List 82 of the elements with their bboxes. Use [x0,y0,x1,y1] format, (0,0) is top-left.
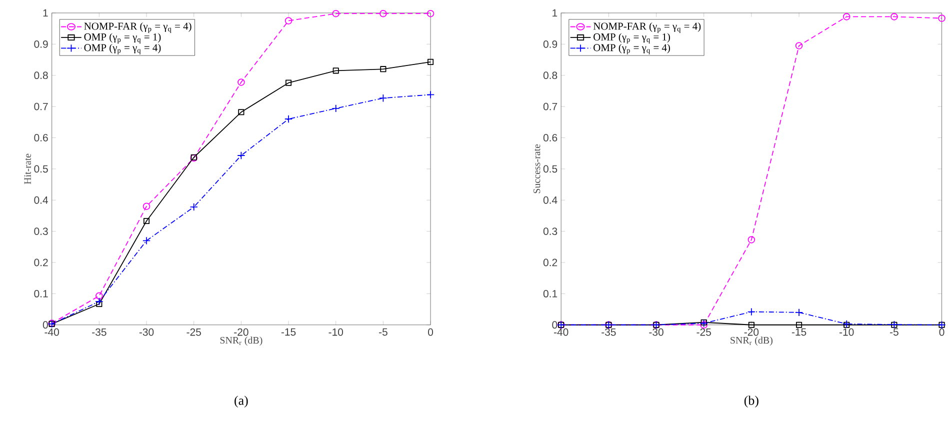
x-tick-label: -20 [234,328,248,336]
x-tick-label: -10 [840,328,854,336]
point [427,59,434,66]
y-tick-label: 0.9 [543,40,558,48]
y-tick-label: 0.8 [543,72,558,80]
x-tick-label: -25 [186,328,201,336]
y-tick-label: 0.9 [34,40,48,48]
y-tick-label: 0 [42,321,48,329]
y-tick-label: 1 [43,10,48,17]
x-tick-label: -35 [602,328,616,336]
point [380,10,387,18]
point [795,42,803,50]
point [95,298,104,306]
point [284,17,292,25]
y-tick-label: 0 [552,321,558,329]
y-tick-label: 0.7 [543,103,558,110]
point [284,115,293,124]
y-tick-label: 0.2 [34,259,48,266]
x-tick-label: -5 [379,328,388,336]
text: (b) [744,396,758,408]
x-tick-label: -40 [554,328,568,336]
x-axis-title: SNR$_{r}$ (dB) [730,336,772,346]
x-tick-label: 0 [428,328,434,336]
y-tick-label: 0.1 [34,290,48,298]
point [747,308,756,316]
legend-label: NOMP-FAR (γ$_{p}$ = γ$_{q}$ = 4) [593,22,701,34]
point [332,68,339,74]
point [142,202,150,210]
x-tick-label: -5 [890,328,898,336]
point [332,104,340,113]
point [332,10,340,18]
text: (a) [234,396,248,408]
x-tick-label: -25 [696,328,711,336]
x-tick-label: 0 [939,328,944,336]
legend-label: OMP (γ$_{p}$ = γ$_{q}$ = 4) [594,44,670,55]
y-tick-label: 1 [552,10,558,17]
point [285,80,292,86]
y-tick-label: 0.1 [543,290,558,298]
point [796,322,802,328]
point [143,218,150,224]
point [748,236,756,244]
point [938,14,946,22]
point [237,152,246,160]
point [380,66,386,72]
point [426,10,434,18]
y-tick-label: 0.7 [34,103,48,110]
x-tick-label: -20 [744,328,759,336]
x-tick-label: -15 [792,328,806,336]
point [190,203,198,212]
point [96,292,103,300]
y-axis-title: Success-rate [534,144,540,194]
x-axis-title: SNR$_{r}$ (dB) [220,336,262,346]
x-tick-label: -15 [281,328,296,336]
y-tick-label: 0.6 [34,134,48,142]
legend-label: OMP (γ$_{p}$ = γ$_{q}$ = 1) [84,33,161,44]
y-tick-label: 0.3 [543,228,558,236]
point [890,13,898,21]
y-tick-label: 0.6 [543,134,558,142]
point [238,109,244,116]
y-tick-label: 0.4 [543,196,558,204]
point [748,322,754,328]
y-tick-label: 0.5 [34,165,48,173]
legend-label: OMP (γ$_{p}$ = γ$_{q}$ = 1) [594,33,670,44]
x-tick-label: -30 [649,328,664,336]
y-tick-label: 0.3 [34,228,48,236]
x-tick-label: -10 [328,328,344,336]
point [794,308,804,317]
x-tick-label: -35 [92,328,106,336]
y-tick-label: 0.2 [543,259,558,266]
point [238,78,245,86]
x-tick-label: -30 [139,328,154,336]
y-axis-title: Hit-rate [24,154,31,184]
y-tick-label: 0.5 [543,165,558,173]
y-tick-label: 0.4 [34,196,48,204]
point [842,13,850,21]
x-tick-label: -40 [44,328,59,336]
legend-label: NOMP-FAR (γ$_{p}$ = γ$_{q}$ = 4) [84,22,192,34]
point [142,236,151,245]
point [379,94,388,102]
point [426,90,435,99]
legend-label: OMP (γ$_{p}$ = γ$_{q}$ = 4) [84,44,161,55]
y-tick-label: 0.8 [34,72,48,80]
